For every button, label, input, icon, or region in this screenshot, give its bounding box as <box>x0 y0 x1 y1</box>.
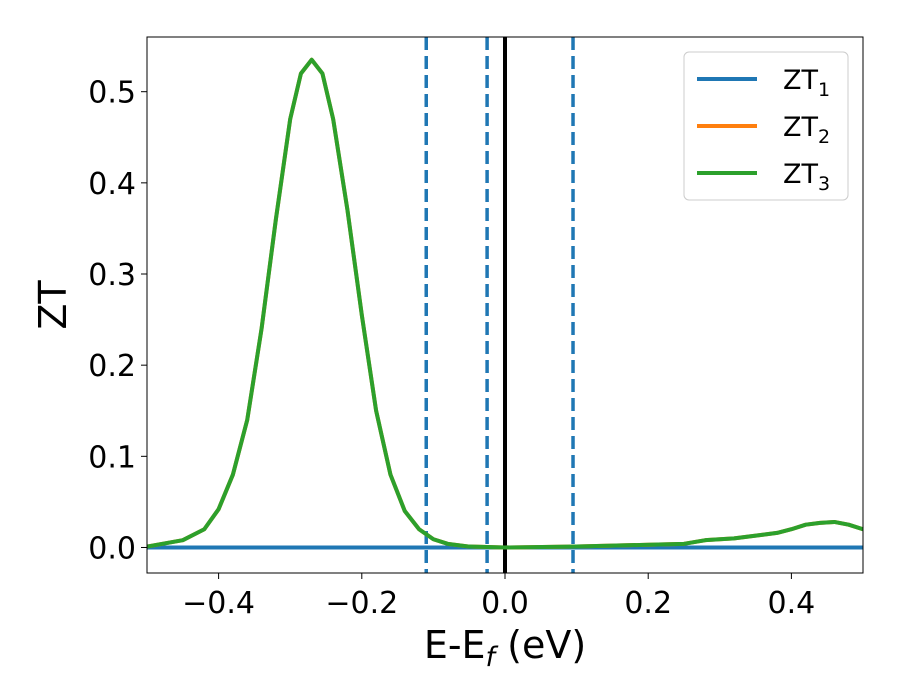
x-tick-label: 0.0 <box>481 586 529 621</box>
y-tick-label: 0.4 <box>88 167 136 202</box>
legend-label-3: ZT3 <box>783 159 830 195</box>
legend-label-2: ZT2 <box>783 112 830 148</box>
reference-lines <box>424 37 575 573</box>
y-tick-label: 0.0 <box>88 531 136 566</box>
x-axis-label: E-Ef (eV) <box>424 623 586 673</box>
series-line-3 <box>146 57 864 550</box>
y-tick-label: 0.2 <box>88 349 136 384</box>
x-tick-label: 0.2 <box>624 586 672 621</box>
x-tick-label: −0.4 <box>182 586 255 621</box>
x-tick-label: 0.4 <box>768 586 816 621</box>
y-tick-label: 0.1 <box>88 440 136 475</box>
x-axis-label-suffix: (eV) <box>495 623 586 667</box>
legend-label-1: ZT1 <box>783 65 830 101</box>
legend-box <box>683 51 849 201</box>
x-axis-label-main: E-E <box>424 623 486 667</box>
y-axis-ticks: 0.0 0.1 0.2 0.3 0.4 0.5 <box>88 76 147 566</box>
y-tick-label: 0.3 <box>88 258 136 293</box>
legend: ZT1 ZT2 ZT3 <box>683 51 849 201</box>
x-tick-label: −0.2 <box>325 586 398 621</box>
series-lines <box>146 57 864 550</box>
y-tick-label: 0.5 <box>88 76 136 111</box>
x-axis-ticks: −0.4 −0.2 0.0 0.2 0.4 <box>182 573 815 621</box>
y-axis-label: ZT <box>31 280 75 330</box>
